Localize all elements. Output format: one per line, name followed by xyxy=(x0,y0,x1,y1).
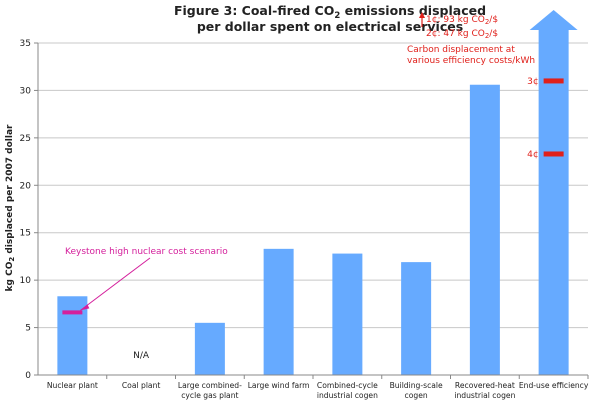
chart-title-line1: Figure 3: Coal-fired CO2 emissions displ… xyxy=(174,3,486,21)
bars: N/A xyxy=(57,10,578,375)
chart-title-line2: per dollar spent on electrical services xyxy=(197,19,463,34)
bar-efficiency-arrow xyxy=(529,10,578,375)
y-tick-label: 0 xyxy=(25,371,31,381)
efficiency-annotation: various efficiency costs/kWh xyxy=(407,56,535,66)
bar xyxy=(263,248,294,375)
x-tick-label: Building-scale xyxy=(390,381,443,390)
bar xyxy=(401,262,432,375)
x-tick-label: Recovered-heat xyxy=(455,381,515,390)
efficiency-cost-label: 3¢ xyxy=(527,77,538,87)
offscale-label: 1¢: 93 kg CO2/$ xyxy=(426,15,498,26)
bar xyxy=(194,322,225,375)
x-tick-label: industrial cogen xyxy=(454,391,515,400)
x-tick-label: End-use efficiency xyxy=(519,381,589,390)
bar xyxy=(332,253,363,375)
y-tick-label: 20 xyxy=(20,181,32,191)
bar xyxy=(469,84,500,375)
nuclear-scenario-marker xyxy=(62,310,83,315)
x-tick-label: cogen xyxy=(405,391,428,400)
y-tick-label: 25 xyxy=(20,134,31,144)
x-tick-label: Coal plant xyxy=(122,381,161,390)
x-tick-label: cycle gas plant xyxy=(181,391,238,400)
y-tick-label: 5 xyxy=(25,324,31,334)
y-tick-label: 30 xyxy=(20,86,32,96)
y-tick-label: 35 xyxy=(20,39,31,49)
nuclear-scenario-pointer xyxy=(80,257,151,311)
x-tick-label: Large wind farm xyxy=(248,381,310,390)
nuclear-scenario-label: Keystone high nuclear cost scenario xyxy=(65,247,228,257)
nuclear-scenario-arrowhead xyxy=(80,304,90,311)
y-axis-label: kg CO2 displaced per 2007 dollar xyxy=(5,124,16,292)
x-tick-label: Large combined- xyxy=(178,381,242,390)
y-tick-label: 10 xyxy=(20,276,32,286)
x-tick-label: Nuclear plant xyxy=(47,381,98,390)
efficiency-annotation: Carbon displacement at xyxy=(407,45,515,55)
x-tick-label: Combined-cycle xyxy=(317,381,378,390)
y-tick-label: 15 xyxy=(20,229,31,239)
grid xyxy=(38,42,588,329)
na-label: N/A xyxy=(133,351,150,361)
offscale-arrow-head xyxy=(419,12,425,18)
axes: 0 5 10 15 20 25 30 35 Nuclear plant Coal plant Lar… xyxy=(20,39,589,400)
efficiency-cost-marker xyxy=(543,78,564,84)
x-tick-label: industrial cogen xyxy=(317,391,378,400)
efficiency-cost-marker xyxy=(543,151,564,157)
efficiency-cost-label: 4¢ xyxy=(527,150,538,160)
offscale-label: 2¢: 47 kg CO2/$ xyxy=(426,29,498,40)
